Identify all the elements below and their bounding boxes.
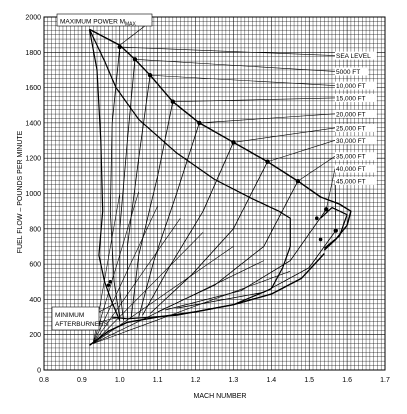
altitude-label: 30,000 FT: [336, 138, 366, 145]
max-power-box: [56, 13, 153, 27]
left-boundary-curve: [88, 29, 121, 321]
y-tick-label: 1000: [25, 191, 41, 198]
altitude-leader-line: [334, 180, 337, 231]
min-afterburners-label-2: AFTERBURNERS: [55, 321, 109, 328]
y-tick-label: 600: [29, 262, 41, 269]
altitude-label-bg: [335, 93, 377, 102]
altitude-leader-line: [172, 97, 336, 103]
altitude-label-bg: [335, 152, 377, 161]
min-afterburners-label-1: MINIMUM: [55, 312, 84, 319]
altitude-label-bg: [335, 176, 377, 185]
altitude-label: 40,000 FT: [336, 166, 366, 173]
altitude-line: [119, 59, 136, 321]
y-tick-label: 2000: [25, 15, 41, 22]
altitude-line: [138, 122, 200, 318]
fan-line: [93, 270, 291, 344]
marker-point: [318, 237, 323, 242]
altitude-leader-line: [119, 46, 336, 56]
altitude-leader-line: [325, 168, 336, 210]
altitude-label: 10,000 FT: [336, 83, 366, 90]
altitude-line: [157, 180, 299, 313]
x-tick-label: 1.2: [191, 377, 201, 384]
x-tick-label: 0.8: [39, 377, 49, 384]
altitude-label: 5000 FT: [336, 69, 360, 76]
plot-frame: [43, 16, 386, 371]
y-tick-label: 800: [29, 226, 41, 233]
altitude-leader-line: [267, 140, 336, 163]
fan-line: [93, 218, 181, 344]
x-tick-labels: 0.8 0.9 1.0 1.1 1.2 1.3 1.4 1.5 1.6 1.7: [39, 377, 390, 384]
altitude-line: [142, 142, 234, 316]
x-tick-label: 1.4: [266, 377, 276, 384]
y-tick-label: 1400: [25, 120, 41, 127]
y-axis-label: FUEL FLOW – POUNDS PER MINUTE: [17, 130, 24, 253]
y-tick-label: 1200: [25, 156, 41, 163]
altitude-leader-line: [150, 74, 336, 86]
x-tick-label: 1.0: [115, 377, 125, 384]
altitude-label: 20,000 FT: [336, 111, 366, 118]
altitude-label-bg: [335, 164, 377, 173]
marker-point: [315, 216, 319, 221]
x-tick-label: 0.9: [77, 377, 87, 384]
altitude-labels: SEA LEVEL 5000 FT 10,000 FT 15,000 FT 20,000…: [335, 51, 377, 185]
altitude-label-bg: [335, 51, 377, 60]
altitude-label-bg: [335, 67, 369, 76]
altitude-line: [127, 75, 151, 321]
min-afterburners-leader-line: [98, 302, 117, 313]
altitude-label-bg: [335, 136, 377, 145]
x-tick-label: 1.3: [229, 377, 239, 384]
x-tick-label: 1.6: [342, 377, 352, 384]
marker-point: [108, 279, 113, 284]
altitude-leader-line: [199, 113, 336, 124]
altitude-line: [109, 46, 121, 319]
altitude-line: [149, 161, 268, 314]
altitude-point: [295, 178, 301, 184]
x-tick-label: 1.7: [380, 377, 390, 384]
envelope-loop-curve: [320, 207, 348, 249]
y-tick-label: 400: [29, 297, 41, 304]
plot-border: [43, 16, 386, 371]
altitude-leader-line: [297, 155, 336, 182]
altitude-line: [130, 101, 174, 319]
altitude-label: 15,000 FT: [336, 95, 366, 102]
min-afterburners-box: [51, 306, 100, 331]
altitude-leader-line: [134, 59, 336, 72]
altitude-point: [197, 120, 202, 126]
y-tick-label: 0: [37, 368, 41, 375]
altitude-label: 35,000 FT: [336, 154, 366, 161]
fan-line: [93, 232, 204, 344]
altitude-label: 45,000 FT: [336, 178, 366, 185]
x-axis-label: MACH NUMBER: [194, 393, 247, 400]
altitude-line: [176, 230, 337, 309]
altitude-label-bg: [335, 81, 377, 90]
altitude-line: [165, 209, 327, 311]
x-tick-label: 1.5: [304, 377, 314, 384]
y-tick-label: 1800: [25, 50, 41, 57]
y-tick-label: 200: [29, 332, 41, 339]
x-tick-label: 1.1: [153, 377, 163, 384]
y-tick-labels: 0 200 400 600 800 1000 1200 1400 1600 1800 2000: [25, 15, 41, 375]
min-afterburners-leader-line: [98, 316, 120, 323]
altitude-label: SEA LEVEL: [336, 53, 371, 60]
label-leaders: [98, 21, 337, 323]
y-tick-label: 1600: [25, 85, 41, 92]
min-afterburner-curve: [89, 253, 325, 346]
marker-point: [106, 283, 111, 288]
altitude-label: 25,000 FT: [336, 125, 366, 132]
altitude-label-bg: [335, 109, 377, 118]
altitude-label-bg: [335, 123, 377, 132]
altitude-leader-line: [233, 127, 336, 143]
max-power-label: MAXIMUM POWER MMAX: [60, 19, 137, 28]
